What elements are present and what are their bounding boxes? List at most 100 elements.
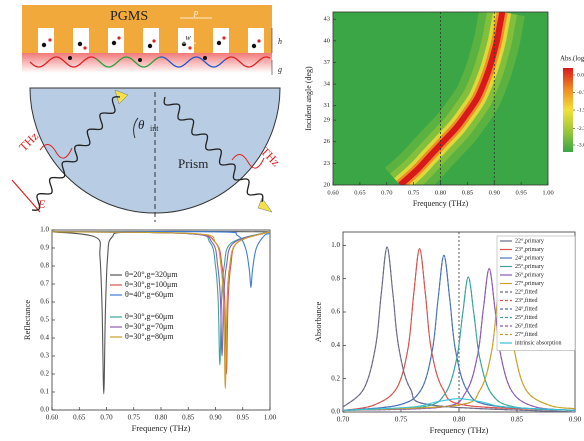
x-axis-label: Frequency (THz)	[132, 423, 191, 433]
x-tick-label: 0.90	[569, 416, 582, 424]
x-tick-label: 0.65	[354, 189, 365, 196]
x-tick-label: 0.80	[435, 189, 446, 196]
y-axis-label: Incident angle (deg)	[304, 66, 313, 131]
field-arrow	[11, 179, 41, 213]
legend-label: 24°,fitted	[515, 305, 538, 312]
surface-wave	[159, 56, 226, 68]
x-tick-label: 0.95	[515, 189, 526, 196]
legend-label: θ=40°,g=60μm	[125, 290, 174, 299]
colorbar	[563, 68, 573, 152]
x-tick-label: 0.70	[381, 189, 392, 196]
colorbar-tick-label: -2.3	[577, 126, 584, 132]
colorbar-tick-label: -3.0	[577, 142, 584, 148]
x-tick-label: 0.65	[73, 414, 86, 422]
y-tick-label: 1.0	[40, 226, 49, 234]
field-glow	[22, 53, 272, 73]
width-label: w	[185, 33, 191, 42]
y-tick-label: 0.7	[40, 280, 49, 288]
legend-label: 25°,primary	[515, 263, 544, 270]
y-tick-label: 0.3	[40, 352, 49, 360]
y-tick-label: 0.5	[40, 316, 49, 324]
series-line	[342, 398, 576, 411]
y-tick-label: 29	[324, 117, 331, 124]
series-line	[342, 268, 576, 411]
colorbar-title: Abs.(log)	[560, 55, 584, 63]
y-tick-label: 0.9	[40, 244, 49, 252]
legend-label: θ=30°,g=60μm	[125, 312, 174, 321]
beam-in	[31, 96, 121, 211]
legend-label: θ=20°,g=320μm	[125, 270, 178, 279]
x-tick-label: 0.90	[209, 414, 222, 422]
y-tick-label: 0.6	[331, 308, 340, 316]
legend-label: 26°,primary	[515, 271, 544, 278]
x-tick-label: 0.85	[511, 416, 524, 424]
legend-box	[496, 235, 576, 351]
legend-label: 22°,primary	[515, 237, 544, 244]
legend-label: 27°,primary	[515, 280, 544, 287]
y-tick-label: 34	[324, 81, 331, 88]
y-tick-label: 26	[324, 138, 331, 145]
x-tick-label: 0.80	[453, 416, 466, 424]
y-tick-label: 0.0	[331, 408, 340, 416]
x-tick-label: 0.60	[327, 189, 338, 196]
angle-label: θ	[138, 117, 145, 132]
height-label: h	[278, 37, 282, 46]
chart-1: 0.60 0.65 0.70 0.75 0.80 0.85 0.90 0.95 1.00 0.0 0…	[22, 226, 277, 433]
x-tick-label: 0.85	[182, 414, 195, 422]
y-tick-label: 0.2	[40, 370, 49, 378]
y-tick-label: 20	[324, 181, 331, 188]
resonance-ridge	[398, 12, 506, 185]
y-tick-label: 23	[324, 160, 331, 167]
legend-label: 24°,primary	[515, 254, 544, 261]
y-tick-label: 0.4	[331, 341, 340, 349]
series-line	[51, 230, 271, 289]
x-tick-label: 1.00	[542, 189, 553, 196]
gap-label: g	[278, 65, 282, 74]
y-tick-label: 0.8	[40, 262, 49, 270]
schematic: PGMS p w h g θ int Prism THz THz E	[11, 5, 283, 222]
legend-label: θ=30°,g=70μm	[125, 322, 174, 331]
surface-wave	[94, 56, 161, 68]
legend-label: 27°,fitted	[515, 331, 538, 338]
y-tick-label: 0.2	[331, 374, 340, 382]
chart-0: 0.60 0.65 0.70 0.75 0.80 0.85 0.90 0.95 1.00 20 23…	[304, 11, 584, 208]
x-tick-label: 0.75	[408, 189, 419, 196]
pulse-out	[231, 154, 265, 169]
colorbar-tick-label: 0.0	[577, 72, 584, 78]
colorbar-tick-label: -0.75	[577, 90, 584, 96]
legend-label: 23°,primary	[515, 246, 544, 253]
beam-arrow-out	[257, 197, 273, 213]
x-tick-label: 0.90	[489, 189, 500, 196]
y-tick-label: 0.1	[40, 388, 49, 396]
y-tick-label: 0.8	[331, 274, 340, 282]
angle-subscript: int	[150, 124, 159, 133]
y-tick-label: 1.0	[331, 241, 340, 249]
x-tick-label: 0.85	[462, 189, 473, 196]
y-axis-label: Absorbance	[313, 301, 323, 342]
series-line	[51, 231, 271, 375]
y-tick-label: 0.6	[40, 298, 49, 306]
legend-label: intrinsic absorption	[515, 340, 562, 346]
legend-label: 26°,fitted	[515, 322, 538, 329]
surface-wave	[29, 56, 96, 68]
legend-label: θ=30°,g=80μm	[125, 332, 174, 341]
y-tick-label: 40	[324, 37, 331, 44]
x-tick-label: 0.70	[337, 416, 350, 424]
y-axis-label: Reflectance	[22, 300, 32, 340]
chart-2: 0.70 0.75 0.80 0.85 0.90 0.0 0.2 0.4 0.6 0.8 1.0 Fr…	[313, 231, 582, 435]
y-tick-label: 0.0	[40, 406, 49, 414]
x-tick-label: 0.70	[100, 414, 113, 422]
x-axis-label: Frequency (THz)	[430, 425, 489, 435]
legend-label: θ=30°,g=100μm	[125, 280, 178, 289]
x-tick-label: 1.00	[264, 414, 277, 422]
surface-wave	[224, 56, 271, 68]
prism-label: Prism	[178, 156, 208, 171]
series-line	[51, 231, 271, 389]
y-tick-label: 0.4	[40, 334, 49, 342]
legend-label: 23°,fitted	[515, 297, 538, 304]
y-tick-label: 37	[324, 59, 331, 66]
x-axis-label: Frequency (THz)	[413, 199, 469, 208]
period-label: p	[193, 8, 198, 17]
angle-arc	[133, 117, 139, 139]
